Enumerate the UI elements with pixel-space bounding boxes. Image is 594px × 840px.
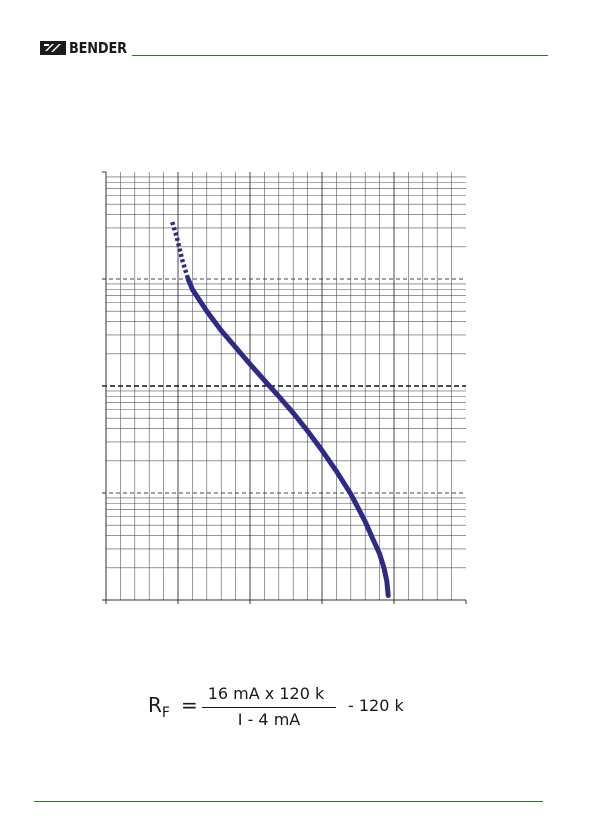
fraction-bar [202,707,336,708]
page-header: BENDER [40,38,548,60]
formula-tail: - 120 k [348,696,404,715]
bender-logo: BENDER [40,38,136,58]
formula-lhs-subscript: F [161,705,170,721]
formula-equals: = [181,693,198,717]
series-line-dashed [170,221,191,280]
formula-lhs: RF [148,693,170,721]
footer-rule [34,801,543,802]
brand-name: BENDER [69,39,127,57]
formula-numerator: 16 mA x 120 k [207,684,325,703]
chart [102,171,467,604]
header-rule [132,55,548,56]
bender-logo-icon [40,41,66,55]
formula: RF = 16 mA x 120 k I - 4 mA - 120 k [148,684,418,734]
series-line [185,276,391,599]
formula-denominator: I - 4 mA [237,710,301,729]
